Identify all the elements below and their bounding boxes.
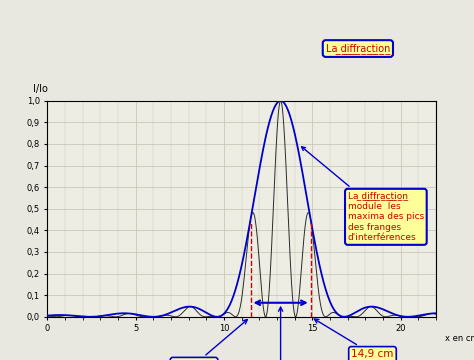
Text: x en cm: x en cm: [445, 334, 474, 343]
Text: I/Io: I/Io: [33, 84, 48, 94]
Text: 2i = 3,4 cm
i = 1,7 cm: 2i = 3,4 cm i = 1,7 cm: [250, 307, 311, 360]
Text: 14,9 cm: 14,9 cm: [314, 319, 394, 359]
Text: 11,5 cm: 11,5 cm: [173, 320, 247, 360]
Text: La ̲d̲i̲f̲f̲r̲a̲c̲t̲i̲o̲n̲
module  les
maxima des pics
des franges
d'interférenc: La ̲d̲i̲f̲f̲r̲a̲c̲t̲i̲o̲n̲ module les ma…: [301, 147, 424, 242]
Text: La ̲d̲i̲f̲f̲r̲a̲c̲t̲i̲o̲n̲: La ̲d̲i̲f̲f̲r̲a̲c̲t̲i̲o̲n̲: [326, 43, 390, 54]
